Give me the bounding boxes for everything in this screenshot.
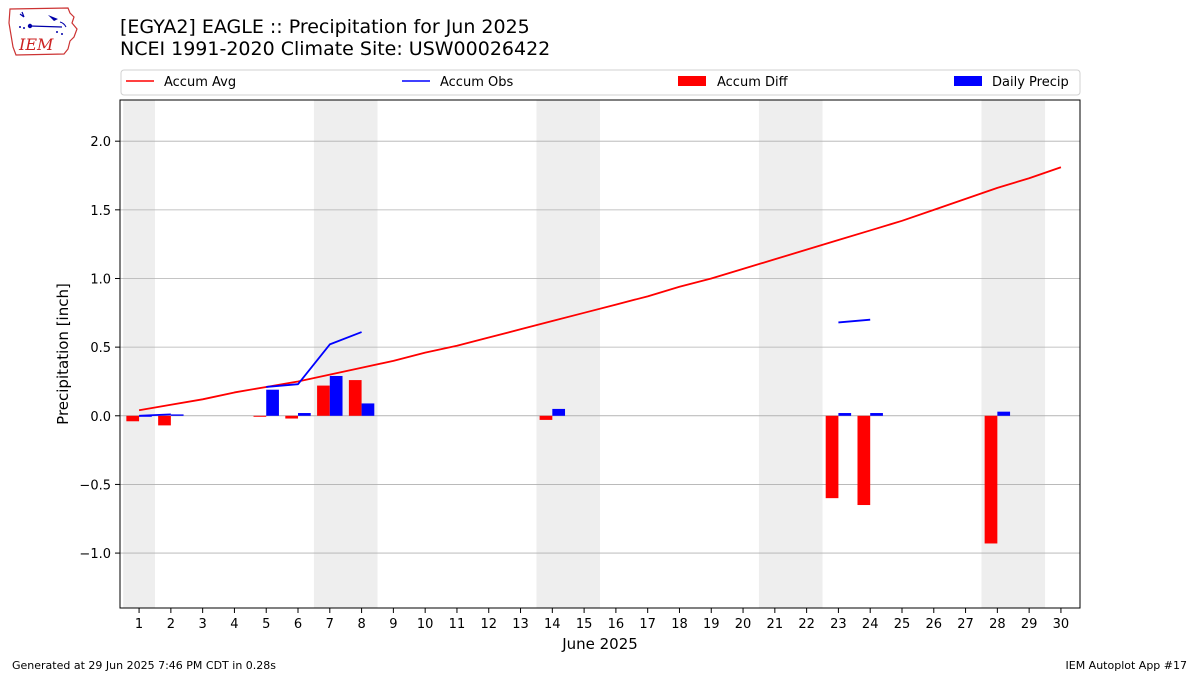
x-tick-label: 25 — [894, 617, 911, 632]
weekend-shade — [536, 100, 600, 608]
daily-precip-bar — [838, 413, 852, 416]
accum-obs-line — [139, 413, 171, 417]
legend-accum-diff-swatch — [678, 76, 706, 86]
iem-logo: IEM — [6, 5, 82, 59]
accum-diff-bar — [984, 415, 998, 544]
x-tick-label: 20 — [735, 617, 752, 632]
x-tick-label: 9 — [389, 617, 397, 632]
chart-header: [EGYA2] EAGLE :: Precipitation for Jun 2… — [120, 16, 550, 60]
legend-accum-avg-label: Accum Avg — [164, 75, 236, 90]
daily-precip-bar — [997, 411, 1011, 416]
x-tick-label: 18 — [671, 617, 688, 632]
x-tick-label: 15 — [576, 617, 593, 632]
x-axis-label: June 2025 — [561, 635, 638, 653]
x-tick-label: 27 — [957, 617, 974, 632]
bars-group — [126, 375, 1011, 544]
x-tick-label: 8 — [357, 617, 365, 632]
x-tick-label: 28 — [989, 617, 1006, 632]
accum-diff-bar — [126, 415, 140, 422]
accum-diff-bar — [857, 415, 871, 506]
legend-daily-precip-swatch — [954, 76, 982, 86]
legend-daily-precip-label: Daily Precip — [992, 75, 1069, 90]
lines-group — [138, 166, 1062, 417]
daily-precip-bar — [870, 413, 883, 416]
iem-iowa-logo-icon: IEM — [8, 7, 78, 56]
x-tick-label: 12 — [480, 617, 497, 632]
daily-precip-bar — [329, 375, 343, 416]
legend-accum-diff-label: Accum Diff — [717, 75, 789, 90]
y-tick-label: −0.5 — [79, 478, 111, 493]
y-tick-label: 1.5 — [90, 204, 111, 219]
legend-accum-obs-label: Accum Obs — [440, 75, 513, 90]
x-tick-label: 6 — [294, 617, 302, 632]
x-tick-label: 26 — [926, 617, 943, 632]
y-tick-label: 1.0 — [90, 272, 111, 287]
x-tick-label: 17 — [639, 617, 656, 632]
chart-title: [EGYA2] EAGLE :: Precipitation for Jun 2… — [120, 16, 530, 38]
y-tick-label: 0.0 — [90, 410, 111, 425]
chart-subtitle: NCEI 1991-2020 Climate Site: USW00026422 — [120, 38, 551, 60]
weekend-shade — [123, 100, 155, 608]
accum-diff-bar — [253, 415, 267, 417]
grid-lines — [120, 140, 1080, 554]
accum-diff-bar — [158, 415, 171, 426]
x-tick-label: 29 — [1021, 617, 1038, 632]
accum-diff-bar — [825, 415, 839, 499]
accum-obs-line — [838, 318, 871, 324]
x-tick-label: 19 — [703, 617, 720, 632]
daily-precip-bar — [298, 413, 311, 416]
daily-precip-bar — [266, 389, 279, 416]
accum-obs-line — [266, 331, 362, 388]
x-tick-label: 21 — [767, 617, 784, 632]
x-tick-label: 14 — [544, 617, 561, 632]
x-tick-label: 30 — [1053, 617, 1070, 632]
x-tick-label: 23 — [830, 617, 847, 632]
y-axis-label: Precipitation [inch] — [54, 283, 72, 425]
x-tick-label: 3 — [199, 617, 207, 632]
y-tick-label: 2.0 — [90, 135, 111, 150]
app-credit: IEM Autoplot App #17 — [1065, 659, 1188, 672]
weekend-shade — [313, 100, 378, 608]
generated-timestamp: Generated at 29 Jun 2025 7:46 PM CDT in … — [12, 659, 277, 672]
x-tick-label: 2 — [167, 617, 175, 632]
y-tick-label: −1.0 — [79, 547, 111, 562]
daily-precip-bar — [170, 414, 184, 416]
x-tick-label: 24 — [862, 617, 879, 632]
weekend-shade — [758, 100, 823, 608]
legend: Accum Avg Accum Obs Accum Diff Daily Pre… — [120, 69, 1081, 96]
weekend-shading-group — [123, 100, 1046, 608]
x-tick-label: 22 — [798, 617, 815, 632]
accum-diff-bar — [317, 385, 330, 416]
accum-diff-bar — [348, 380, 362, 416]
plot-frame — [119, 99, 1081, 609]
x-tick-label: 13 — [512, 617, 529, 632]
y-tick-label: 0.5 — [90, 341, 111, 356]
x-tick-label: 7 — [326, 617, 334, 632]
x-tick-label: 5 — [262, 617, 270, 632]
daily-precip-bar — [361, 403, 375, 416]
x-tick-label: 1 — [135, 617, 143, 632]
accum-diff-bar — [285, 415, 299, 419]
daily-precip-bar — [552, 408, 566, 416]
legend-frame — [120, 69, 1081, 96]
x-tick-label: 4 — [230, 617, 238, 632]
x-tick-label: 10 — [417, 617, 434, 632]
logo-text: IEM — [18, 35, 54, 54]
accum-avg-line — [138, 166, 1062, 412]
axes-group: −1.0−0.50.00.51.01.52.01 2 3 4 5 6 7 8 9 10 11 12 13… — [79, 135, 1069, 632]
x-tick-label: 11 — [449, 617, 466, 632]
accum-diff-bar — [539, 415, 553, 420]
x-tick-label: 16 — [608, 617, 625, 632]
